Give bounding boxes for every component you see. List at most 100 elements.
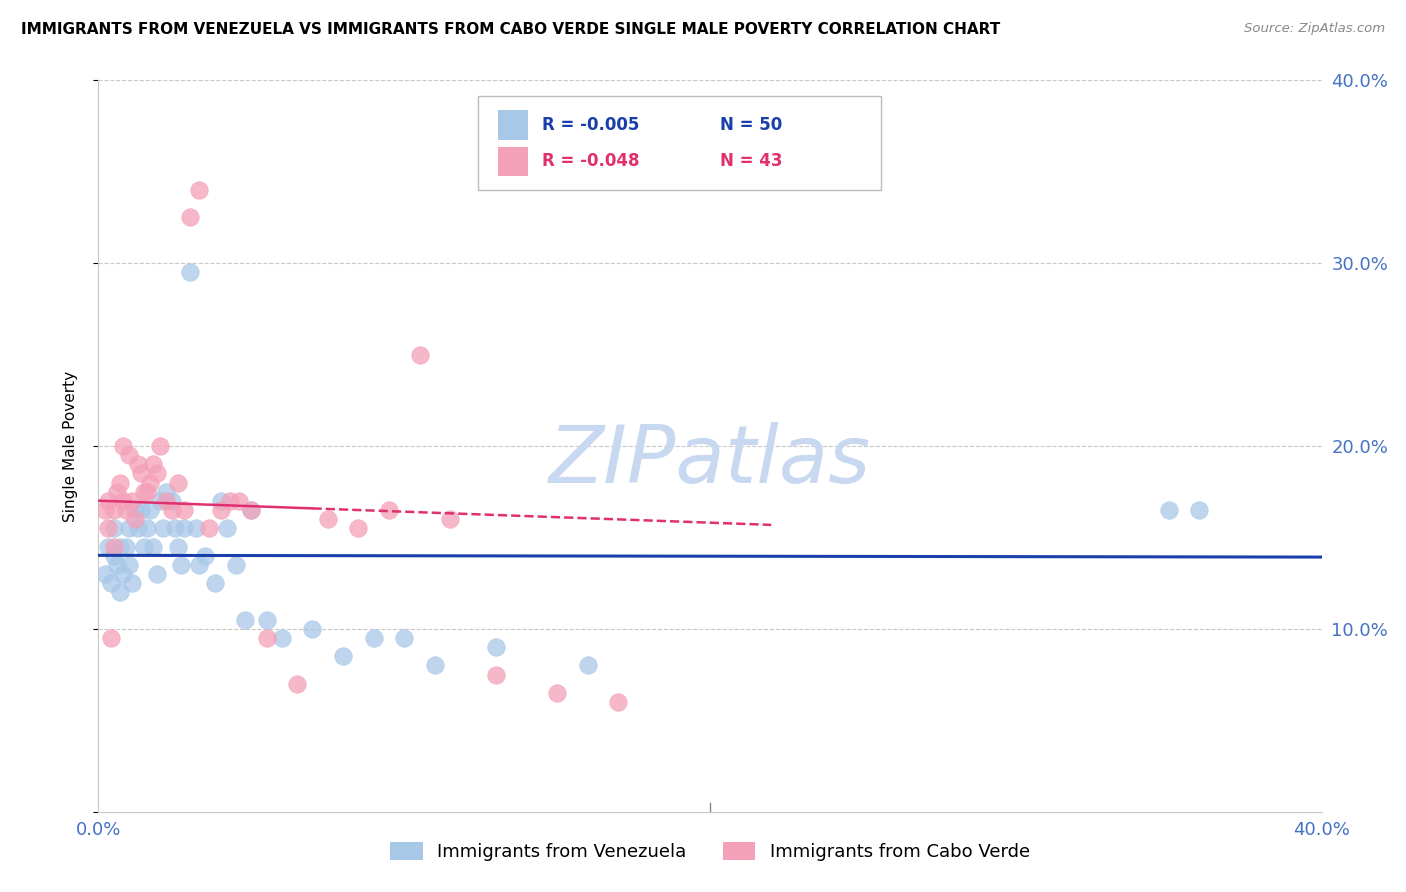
- Point: [1188, 503, 1211, 517]
- Point: [155, 493, 177, 508]
- Point: [115, 540, 138, 554]
- Point: [115, 503, 138, 517]
- Point: [129, 503, 152, 517]
- Point: [347, 521, 370, 535]
- Point: [228, 493, 250, 508]
- Point: [209, 493, 232, 508]
- Point: [167, 540, 190, 554]
- Point: [103, 549, 125, 563]
- Point: [127, 521, 149, 535]
- Point: [139, 503, 162, 517]
- Point: [160, 493, 183, 508]
- Point: [256, 613, 278, 627]
- Point: [173, 521, 195, 535]
- Point: [121, 576, 143, 591]
- Text: N = 50: N = 50: [720, 116, 782, 134]
- Point: [145, 467, 167, 481]
- Point: [129, 467, 152, 481]
- Point: [105, 558, 128, 572]
- Point: [139, 475, 162, 490]
- Point: [142, 458, 165, 472]
- Point: [124, 503, 146, 517]
- Point: [111, 567, 134, 582]
- Point: [240, 503, 263, 517]
- Point: [485, 667, 508, 681]
- Point: [197, 521, 219, 535]
- Point: [136, 521, 159, 535]
- Point: [576, 658, 599, 673]
- Point: [316, 512, 339, 526]
- Point: [285, 676, 308, 690]
- Point: [188, 183, 211, 197]
- Point: [118, 448, 141, 462]
- Point: [240, 503, 263, 517]
- Point: [149, 493, 172, 508]
- Point: [136, 484, 159, 499]
- Text: IMMIGRANTS FROM VENEZUELA VS IMMIGRANTS FROM CABO VERDE SINGLE MALE POVERTY CORR: IMMIGRANTS FROM VENEZUELA VS IMMIGRANTS …: [21, 22, 1000, 37]
- Point: [1157, 503, 1180, 517]
- Point: [118, 558, 141, 572]
- Point: [145, 567, 167, 582]
- Point: [204, 576, 226, 591]
- Point: [179, 265, 201, 279]
- Point: [152, 521, 174, 535]
- Text: Source: ZipAtlas.com: Source: ZipAtlas.com: [1244, 22, 1385, 36]
- Point: [108, 475, 131, 490]
- Point: [160, 503, 183, 517]
- Point: [439, 512, 461, 526]
- Point: [423, 658, 446, 673]
- Point: [233, 613, 256, 627]
- Point: [209, 503, 232, 517]
- Point: [93, 567, 115, 582]
- Point: [97, 521, 120, 535]
- Point: [179, 211, 201, 225]
- Point: [111, 439, 134, 453]
- Text: R = -0.048: R = -0.048: [543, 153, 640, 170]
- Point: [194, 549, 217, 563]
- Point: [134, 540, 156, 554]
- Point: [215, 521, 238, 535]
- Bar: [498, 147, 527, 176]
- Point: [149, 439, 172, 453]
- Point: [332, 649, 354, 664]
- Point: [108, 540, 131, 554]
- Text: R = -0.005: R = -0.005: [543, 116, 640, 134]
- Point: [97, 493, 120, 508]
- Point: [121, 493, 143, 508]
- Point: [103, 521, 125, 535]
- Point: [103, 540, 125, 554]
- Point: [392, 631, 416, 645]
- Point: [163, 521, 186, 535]
- Point: [142, 540, 165, 554]
- Point: [103, 503, 125, 517]
- Point: [93, 503, 115, 517]
- Point: [546, 686, 568, 700]
- Point: [127, 458, 149, 472]
- Point: [100, 576, 122, 591]
- Point: [124, 512, 146, 526]
- Point: [485, 640, 508, 655]
- Point: [607, 695, 630, 709]
- Point: [256, 631, 278, 645]
- Point: [105, 484, 128, 499]
- Point: [167, 475, 190, 490]
- Point: [301, 622, 323, 636]
- Y-axis label: Single Male Poverty: Single Male Poverty: [63, 370, 77, 522]
- Point: [134, 484, 156, 499]
- FancyBboxPatch shape: [478, 96, 882, 190]
- Text: N = 43: N = 43: [720, 153, 782, 170]
- Bar: [498, 111, 527, 139]
- Point: [363, 631, 385, 645]
- Point: [173, 503, 195, 517]
- Point: [100, 631, 122, 645]
- Point: [118, 521, 141, 535]
- Point: [111, 493, 134, 508]
- Point: [378, 503, 401, 517]
- Point: [270, 631, 292, 645]
- Text: ZIPatlas: ZIPatlas: [548, 422, 872, 500]
- Point: [188, 558, 211, 572]
- Point: [155, 484, 177, 499]
- Point: [170, 558, 193, 572]
- Point: [186, 521, 208, 535]
- Point: [408, 348, 430, 362]
